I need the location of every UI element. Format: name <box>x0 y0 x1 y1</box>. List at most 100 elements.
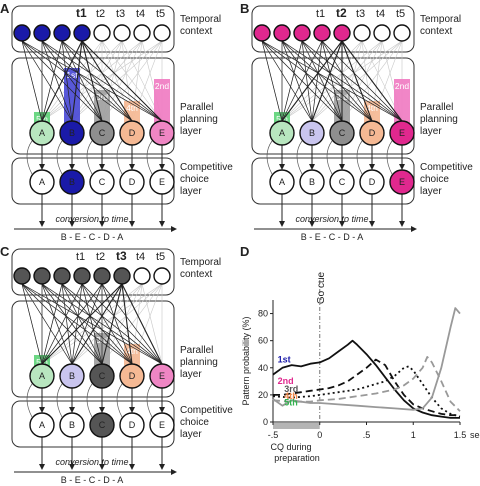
activity-bar-2nd <box>394 79 410 123</box>
choice-node-E <box>149 412 175 438</box>
choice-node-label-C: C <box>99 177 106 187</box>
time-label-t5: t5 <box>396 8 405 20</box>
planning-node-E <box>389 120 415 146</box>
choice-node-label-A: A <box>39 420 45 430</box>
temporal-layer-label: Temporal context <box>180 14 221 37</box>
time-label-t3: t3 <box>116 249 127 263</box>
planning-node-C <box>89 363 115 389</box>
bar-label-4th: 4th <box>366 103 378 113</box>
choice-node-label-D: D <box>369 177 376 187</box>
planning-node-B <box>59 120 85 146</box>
temporal-unit-6 <box>353 24 371 42</box>
planning-label-line-3: layer <box>180 369 202 380</box>
choice-node-C <box>329 169 355 195</box>
planning-node-label-C: C <box>99 128 106 138</box>
time-label-t2: t2 <box>336 6 347 20</box>
choice-node-label-E: E <box>159 177 165 187</box>
choice-node-label-D: D <box>129 420 136 430</box>
temporal-unit-2 <box>273 24 291 42</box>
y-tick-label-0: 0 <box>263 417 268 427</box>
planning-label-line-1: Parallel <box>180 102 213 113</box>
choice-label-line-2: choice <box>420 174 449 185</box>
x-axis-label-line-2: preparation <box>274 453 320 463</box>
planning-node-label-A: A <box>39 128 45 138</box>
series-line-2nd <box>273 358 460 417</box>
choice-node-C <box>89 169 115 195</box>
planning-node-C <box>329 120 355 146</box>
choice-node-A <box>269 169 295 195</box>
planning-label-line-2: planning <box>180 114 218 125</box>
planning-node-label-E: E <box>159 371 165 381</box>
temporal-unit-1 <box>253 24 271 42</box>
temporal-unit-8 <box>153 24 171 42</box>
planning-node-label-E: E <box>399 128 405 138</box>
panel-letter: A <box>0 1 10 16</box>
temporal-unit-2 <box>33 24 51 42</box>
planning-node-E <box>149 120 175 146</box>
temporal-unit-3 <box>53 24 71 42</box>
planning-label-line-1: Parallel <box>180 345 213 356</box>
planning-node-label-C: C <box>99 371 106 381</box>
planning-node-B <box>59 363 85 389</box>
x-tick-label-4: 1.5 <box>454 430 467 440</box>
temporal-unit-6 <box>113 24 131 42</box>
y-tick-label-60: 60 <box>258 336 268 346</box>
y-tick-label-80: 80 <box>258 309 268 319</box>
go-cue-label: Go cue <box>316 271 327 304</box>
choice-node-D <box>119 412 145 438</box>
planning-label-line-3: layer <box>180 126 202 137</box>
panel-letter: C <box>0 244 10 259</box>
sequence-label: B - E - C - D - A <box>301 232 364 242</box>
series-line-1st <box>272 339 460 419</box>
temporal-unit-4 <box>73 267 91 285</box>
temporal-layer-label: Temporal context <box>420 14 461 37</box>
temporal-unit-6 <box>113 267 131 285</box>
choice-node-label-B: B <box>69 420 75 430</box>
planning-label-line-1: Parallel <box>420 102 453 113</box>
time-label-t1: t1 <box>316 8 325 20</box>
temporal-unit-4 <box>73 24 91 42</box>
choice-node-E <box>149 169 175 195</box>
planning-node-label-D: D <box>369 128 376 138</box>
temporal-unit-1 <box>13 24 31 42</box>
choice-label-line-2: choice <box>180 417 209 428</box>
temporal-unit-1 <box>13 267 31 285</box>
choice-node-A <box>29 412 55 438</box>
series-label-4th: 4th <box>284 391 298 401</box>
choice-node-label-C: C <box>99 420 106 430</box>
conversion-label: conversion to time <box>55 214 128 224</box>
planning-node-label-D: D <box>129 371 136 381</box>
x-axis-label-line-1: CQ during <box>270 442 311 452</box>
series-line-4th <box>272 356 461 412</box>
temporal-unit-8 <box>153 267 171 285</box>
time-label-t3: t3 <box>116 8 125 20</box>
activity-bar-1st <box>64 68 80 123</box>
bar-label-2nd: 2nd <box>395 81 409 91</box>
choice-label-line-3: layer <box>420 186 442 197</box>
temporal-unit-2 <box>33 267 51 285</box>
time-label-t4: t4 <box>136 8 145 20</box>
series-label-5th: 5th <box>284 398 298 408</box>
planning-label-line-2: planning <box>420 114 458 125</box>
choice-label-line-3: layer <box>180 186 202 197</box>
temporal-unit-5 <box>333 24 351 42</box>
x-unit-label: sec <box>470 430 480 440</box>
panel-letter: D <box>240 244 249 259</box>
choice-node-label-C: C <box>339 177 346 187</box>
y-tick-label-40: 40 <box>258 363 268 373</box>
temporal-unit-4 <box>313 24 331 42</box>
choice-node-B <box>299 169 325 195</box>
choice-node-label-B: B <box>69 177 75 187</box>
planning-node-label-B: B <box>309 128 315 138</box>
conversion-label: conversion to time <box>295 214 368 224</box>
planning-node-D <box>119 120 145 146</box>
y-axis-label: Pattern probability (%) <box>241 316 251 405</box>
panel-letter: B <box>240 1 249 16</box>
choice-node-E <box>389 169 415 195</box>
choice-node-label-B: B <box>309 177 315 187</box>
planning-node-A <box>269 120 295 146</box>
planning-node-D <box>359 120 385 146</box>
choice-label-line-3: layer <box>180 429 202 440</box>
bar-label-4th: 4th <box>126 346 138 356</box>
